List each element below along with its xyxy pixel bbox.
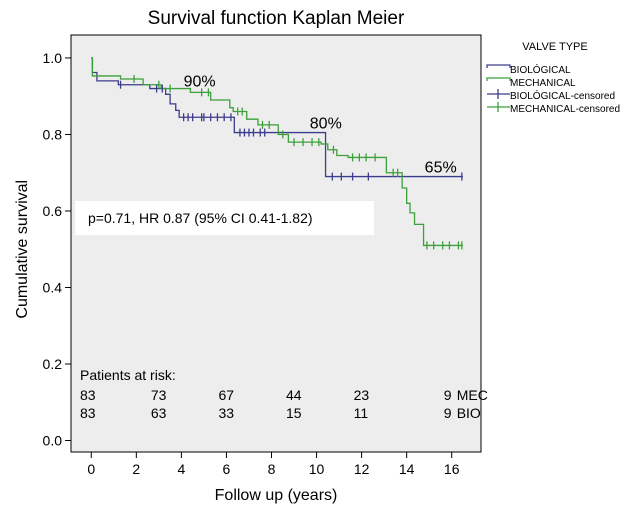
plot-area: [70, 34, 482, 453]
risk-table-cell: 83: [80, 405, 96, 421]
survival-line-biological: [91, 57, 463, 178]
y-tick-label: 0.0: [43, 433, 63, 449]
chart-title: Survival function Kaplan Meier: [148, 8, 405, 29]
percentage-annotations: 90% 80% 65%: [184, 74, 457, 177]
risk-table-cell: 67: [218, 387, 234, 403]
y-tick-label: 0.4: [43, 279, 63, 295]
y-tick-label: 0.8: [43, 126, 63, 142]
risk-table-cell: 33: [218, 405, 234, 421]
legend-swatch-biological: [486, 64, 511, 68]
risk-table-cell: 15: [286, 405, 302, 421]
x-tick-label: 4: [177, 461, 185, 477]
legend-entry: MECHANICAL-censored: [510, 104, 620, 115]
annotation-label: 80%: [310, 116, 342, 133]
x-axis-label: Follow up (years): [215, 487, 338, 504]
x-tick-label: 0: [87, 461, 95, 477]
risk-table-cell: 63: [151, 405, 167, 421]
y-tick-label: 1.0: [43, 50, 63, 66]
annotation-label: 90%: [184, 74, 216, 91]
y-tick-label: 0.6: [43, 203, 63, 219]
y-tick-label: 0.2: [43, 356, 63, 372]
legend-entry: BIOLÓGICAL-censored: [510, 89, 615, 102]
x-tick-label: 14: [399, 461, 415, 477]
risk-table-cell: 83: [80, 387, 96, 403]
x-tick-label: 16: [444, 461, 460, 477]
legend-entry: MECHANICAL: [510, 78, 576, 89]
stats-box: [75, 201, 374, 235]
legend-swatch-mechanical: [486, 77, 511, 81]
x-tick-label: 10: [309, 461, 325, 477]
annotation-label: 65%: [425, 160, 457, 177]
risk-table-title: Patients at risk:: [80, 367, 176, 383]
x-tick-label: 6: [223, 461, 231, 477]
risk-table-cell: 23: [354, 387, 370, 403]
legend-entry: BIOLÓGICAL: [510, 63, 571, 76]
y-axis-label: Cumulative survival: [14, 180, 31, 319]
risk-table-cell: 44: [286, 387, 302, 403]
risk-table-cell: 11: [354, 405, 369, 421]
x-tick-label: 8: [268, 461, 276, 477]
legend-title: VALVE TYPE: [522, 41, 587, 53]
risk-table-row-label: BIO: [457, 405, 481, 421]
x-tick-label: 12: [354, 461, 370, 477]
risk-table-cell: 73: [151, 387, 167, 403]
risk-table-row-label: MEC: [457, 387, 488, 403]
stats-text: p=0.71, HR 0.87 (95% CI 0.41-1.82): [88, 210, 313, 226]
risk-table-cell: 9: [444, 405, 452, 421]
censor-marks: [119, 74, 463, 250]
risk-table-cell: 9: [444, 387, 452, 403]
risk-table: Patients at risk: 83 73 67 44 23 9 MEC 83 63 33 15 1…: [80, 367, 488, 421]
legend: VALVE TYPE BIOLÓGICAL MECHANICALBIOLÓGICAL…: [486, 41, 620, 115]
x-tick-label: 2: [132, 461, 140, 477]
axis-ticks: 0 2 4 6 8 10 12 14 16 0.0 0.2 0.4 0.6 0.8 1.0: [43, 50, 460, 477]
